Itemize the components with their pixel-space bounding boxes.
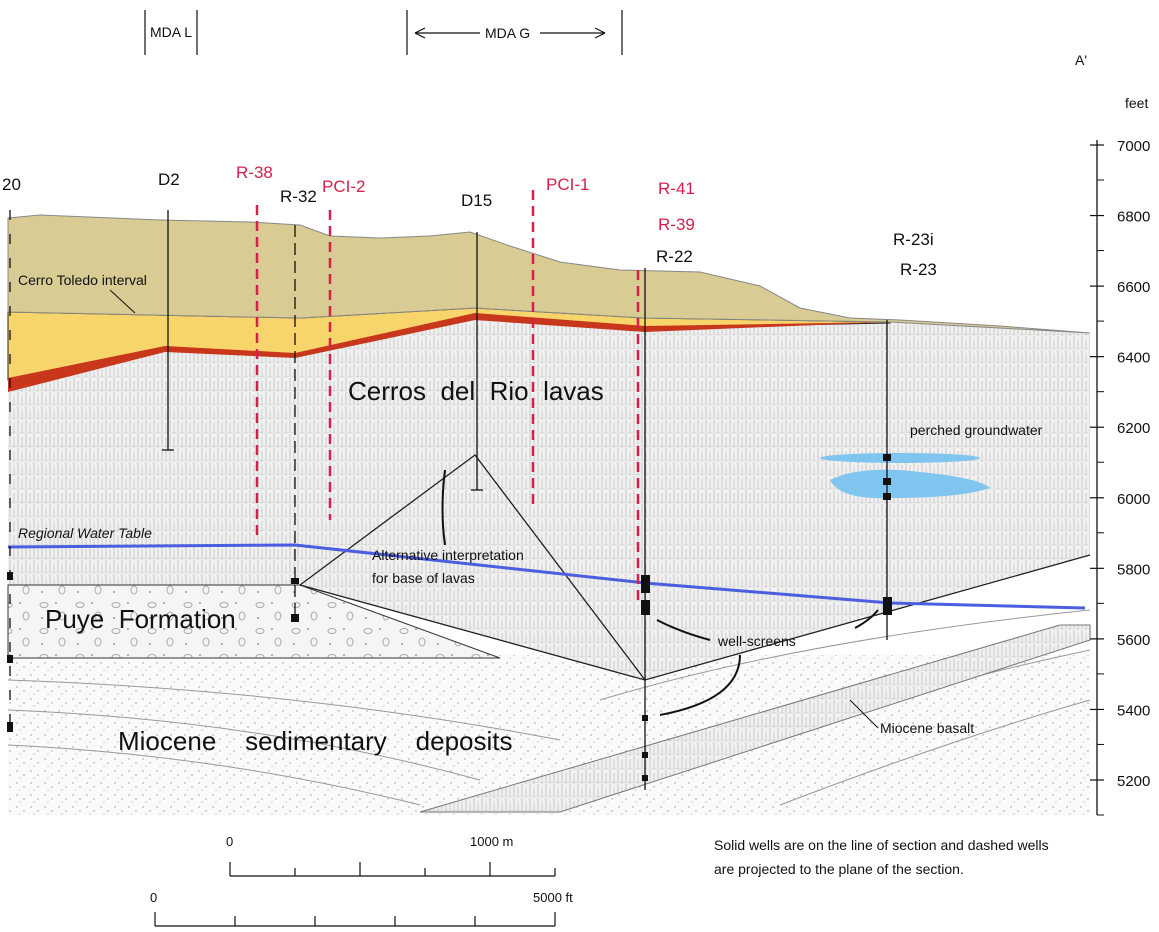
well-label: PCI-2 (322, 177, 365, 196)
annotation: for base of lavas (372, 570, 475, 586)
well-label: D2 (158, 170, 180, 189)
axis-label: 6800 (1117, 209, 1150, 226)
scale-label: 1000 m (470, 834, 513, 849)
unit-label: Cerro Toledo interval (18, 272, 147, 288)
well-label: R-32 (280, 187, 317, 206)
well-label: PCI-1 (546, 175, 589, 194)
well-label: R-41 (658, 179, 695, 198)
axis-unit: feet (1125, 95, 1148, 111)
well-label: R-23 (900, 260, 937, 279)
axis-label: 5400 (1117, 702, 1150, 719)
axis-label: 6400 (1117, 350, 1150, 367)
water-table-label: Regional Water Table (18, 525, 152, 541)
marker-label: MDA L (150, 24, 192, 40)
note: Solid wells are on the line of section a… (714, 837, 1049, 853)
unit-label: Puye Formation (45, 604, 236, 634)
annotation: well-screens (717, 633, 796, 649)
well-label: 20 (2, 175, 21, 194)
scale-label: 5000 ft (533, 890, 573, 905)
axis-label: 6600 (1117, 279, 1150, 296)
unit-label: Miocene sedimentary deposits (118, 726, 513, 756)
well-label: R-22 (656, 247, 693, 266)
well-label: R-38 (236, 163, 273, 182)
annotation: Alternative interpretation (372, 547, 524, 563)
unit-label: Miocene basalt (880, 720, 974, 736)
elevation-axis: 7000 6800 6600 6400 6200 6000 5800 5600 5400 5200 (1090, 138, 1150, 815)
scale-label: 0 (226, 834, 233, 849)
well-label: R-39 (658, 215, 695, 234)
scale-bars (155, 862, 555, 926)
well-label: D15 (461, 191, 492, 210)
axis-label: 6000 (1117, 491, 1150, 508)
axis-label: 5600 (1117, 632, 1150, 649)
note: are projected to the plane of the sectio… (714, 861, 964, 877)
unit-label: Cerros del Rio lavas (348, 376, 604, 406)
perched-water (820, 453, 980, 463)
marker-label: MDA G (485, 25, 530, 41)
scale-label: 0 (150, 890, 157, 905)
axis-label: 5200 (1117, 773, 1150, 790)
cross-section: MDA L MDA G A' feet 7000 6800 6600 6400 6200… (0, 0, 1159, 932)
section-end: A' (1075, 52, 1087, 68)
axis-label: 5800 (1117, 561, 1150, 578)
axis-label: 7000 (1117, 138, 1150, 155)
unit-label: perched groundwater (910, 422, 1043, 438)
well-label: R-23i (893, 230, 934, 249)
top-markers (145, 10, 622, 55)
axis-label: 6200 (1117, 420, 1150, 437)
